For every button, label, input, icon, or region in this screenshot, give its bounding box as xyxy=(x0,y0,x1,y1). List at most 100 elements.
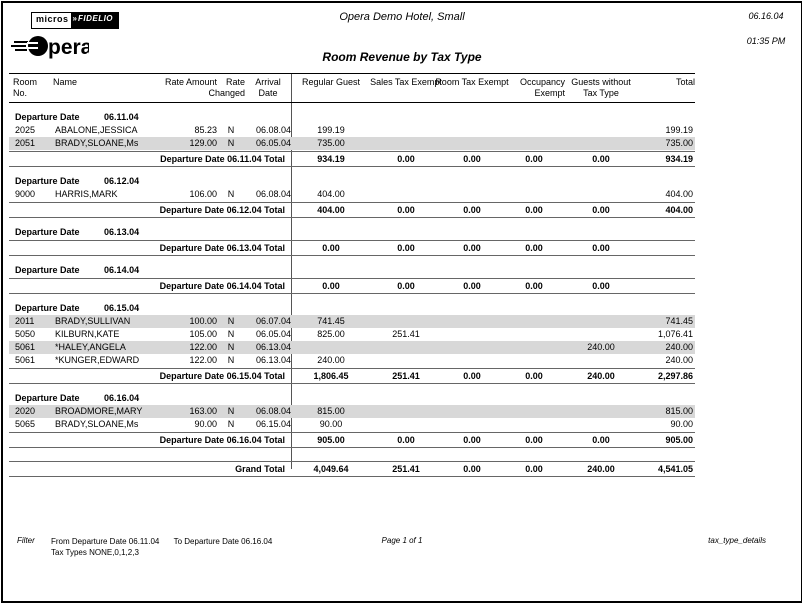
departure-section: Departure Date 06.11.04 2025 ABALONE,JES… xyxy=(9,111,695,167)
table-row: 2011 BRADY,SULLIVAN 100.00 N 06.07.04 74… xyxy=(9,315,695,328)
filter-to: To Departure Date 06.16.04 xyxy=(173,537,273,546)
opera-logo-text: pera xyxy=(48,36,89,59)
occupancy-exempt-cell xyxy=(503,405,565,418)
rate-amount-cell: 105.00 xyxy=(189,329,217,339)
section-total-label: Departure Date 06.11.04 Total xyxy=(160,154,285,164)
guest-name-cell: *KUNGER,EDWARD xyxy=(55,355,140,365)
rate-amount-cell: 163.00 xyxy=(189,406,217,416)
room-number-cell: 2051 xyxy=(15,138,36,148)
arrival-date-cell: 06.07.04 xyxy=(255,316,291,326)
section-total-label: Departure Date 06.12.04 Total xyxy=(159,205,285,215)
total-cell: 240.00 xyxy=(665,342,693,352)
guests-without-tax-total: 0.00 xyxy=(592,243,610,253)
guests-without-tax-cell xyxy=(565,328,637,341)
sales-tax-exempt-total: 0.00 xyxy=(397,154,415,164)
column-header-occupancy-exempt: Occupancy Exempt xyxy=(519,77,565,98)
regular-guest-total: 1,806.45 xyxy=(313,371,349,381)
rate-amount-cell: 106.00 xyxy=(189,189,217,199)
occupancy-exempt-cell xyxy=(503,124,565,137)
section-total-label: Departure Date 06.16.04 Total xyxy=(159,435,285,445)
room-tax-exempt-cell xyxy=(441,341,503,354)
section-total-row: Departure Date 06.11.04 Total 934.19 0.0… xyxy=(9,151,695,167)
section-header: Departure Date 06.15.04 xyxy=(9,302,695,315)
guests-without-tax-cell xyxy=(565,188,637,201)
sales-tax-exempt-cell xyxy=(371,418,441,431)
column-header-regular-guest: Regular Guest xyxy=(301,77,361,87)
section-total-row: Departure Date 06.16.04 Total 905.00 0.0… xyxy=(9,432,695,448)
room-number-cell: 5061 xyxy=(15,355,36,365)
guest-name-cell: *HALEY,ANGELA xyxy=(55,342,126,352)
column-header-rate-changed: Rate Changed xyxy=(208,77,245,98)
page-title: Room Revenue by Tax Type xyxy=(322,50,482,64)
occupancy-exempt-total: 0.00 xyxy=(525,154,543,164)
sales-tax-exempt-total: 0.00 xyxy=(397,205,415,215)
departure-section: Departure Date 06.14.04 Departure Date 0… xyxy=(9,264,695,294)
guests-without-tax-cell xyxy=(565,124,637,137)
room-number-cell: 5061 xyxy=(15,342,36,352)
sales-tax-exempt-cell xyxy=(371,124,441,137)
column-header-total: Total xyxy=(675,77,695,87)
occupancy-exempt-total: 0.00 xyxy=(525,205,543,215)
section-total-row: Departure Date 06.15.04 Total 1,806.45 2… xyxy=(9,368,695,384)
room-tax-exempt-cell xyxy=(441,124,503,137)
departure-date-value: 06.16.04 xyxy=(104,393,140,403)
room-number-cell: 5050 xyxy=(15,329,36,339)
rate-amount-cell: 85.23 xyxy=(194,125,217,135)
sales-tax-exempt-total: 0.00 xyxy=(397,435,415,445)
guest-name-cell: KILBURN,KATE xyxy=(55,329,120,339)
room-tax-exempt-total: 0.00 xyxy=(463,243,481,253)
departure-date-value: 06.15.04 xyxy=(104,303,140,313)
grand-total-label: Grand Total xyxy=(235,464,285,474)
table-row: 5065 BRADY,SLOANE,Ms 90.00 N 06.15.04 90… xyxy=(9,418,695,431)
guests-without-tax-cell xyxy=(565,418,637,431)
sales-tax-exempt-cell xyxy=(371,354,441,367)
room-number-cell: 5065 xyxy=(15,419,36,429)
filter-tax-types: Tax Types NONE,0,1,2,3 xyxy=(51,548,139,557)
room-number-cell: 2025 xyxy=(15,125,36,135)
sales-tax-exempt-cell xyxy=(371,405,441,418)
sales-tax-exempt-total: 0.00 xyxy=(397,243,415,253)
regular-guest-total: 0.00 xyxy=(322,243,340,253)
report-datetime: 06.16.04 01:35 PM xyxy=(731,11,801,46)
column-header-room: Room No. xyxy=(13,77,38,98)
guest-name-cell: BRADY,SLOANE,Ms xyxy=(55,138,139,148)
departure-section: Departure Date 06.12.04 9000 HARRIS,MARK… xyxy=(9,175,695,218)
sales-tax-exempt-grand-total: 251.41 xyxy=(392,464,420,474)
section-grand-cell: 2,297.86 xyxy=(657,371,693,381)
arrival-date-cell: 06.13.04 xyxy=(255,355,291,365)
regular-guest-cell: 90.00 xyxy=(319,419,343,429)
departure-date-label: Departure Date xyxy=(15,265,80,275)
rate-amount-cell: 122.00 xyxy=(189,355,217,365)
section-total-row: Departure Date 06.13.04 Total 0.00 0.00 … xyxy=(9,240,695,256)
section-grand-cell xyxy=(637,279,695,293)
occupancy-exempt-cell xyxy=(503,188,565,201)
arrival-date-cell: 06.13.04 xyxy=(255,342,291,352)
room-tax-exempt-cell xyxy=(441,188,503,201)
table-row: 5061 *KUNGER,EDWARD 122.00 N 06.13.04 24… xyxy=(9,354,695,367)
guests-without-tax-total: 0.00 xyxy=(592,281,610,291)
arrival-date-cell: 06.05.04 xyxy=(255,329,291,339)
occupancy-exempt-total: 0.00 xyxy=(525,281,543,291)
regular-guest-total: 905.00 xyxy=(317,435,345,445)
guest-name-cell: HARRIS,MARK xyxy=(55,189,118,199)
sales-tax-exempt-cell xyxy=(371,341,441,354)
fidelio-logo-text: FIDELIO xyxy=(76,13,119,28)
regular-guest-cell: 815.00 xyxy=(317,406,345,416)
total-cell: 735.00 xyxy=(665,138,693,148)
occupancy-exempt-cell xyxy=(503,328,565,341)
departure-date-value: 06.13.04 xyxy=(104,227,140,237)
table-row: 2025 ABALONE,JESSICA 85.23 N 06.08.04 19… xyxy=(9,124,695,137)
section-header: Departure Date 06.13.04 xyxy=(9,226,695,239)
regular-guest-grand-total: 4,049.64 xyxy=(313,464,349,474)
section-total-row: Departure Date 06.12.04 Total 404.00 0.0… xyxy=(9,202,695,218)
occupancy-exempt-cell xyxy=(503,341,565,354)
rate-changed-cell: N xyxy=(227,329,235,339)
guests-without-tax-cell xyxy=(565,315,637,328)
departure-date-label: Departure Date xyxy=(15,227,80,237)
section-total-label: Departure Date 06.14.04 Total xyxy=(159,281,285,291)
section-grand-cell xyxy=(637,241,695,255)
room-tax-exempt-cell xyxy=(441,405,503,418)
table-row: 9000 HARRIS,MARK 106.00 N 06.08.04 404.0… xyxy=(9,188,695,201)
total-cell: 90.00 xyxy=(670,419,693,429)
